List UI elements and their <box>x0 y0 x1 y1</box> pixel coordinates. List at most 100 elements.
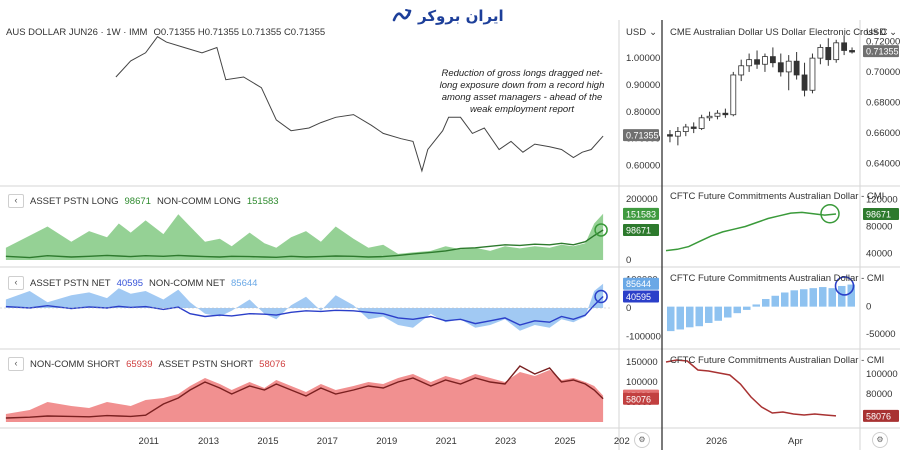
time-axis-label: 2015 <box>257 436 278 447</box>
long-cftc-title: CFTC Future Commitments Australian Dolla… <box>670 191 885 202</box>
net-cftc-bar <box>724 306 732 318</box>
settings-gear-icon[interactable]: ⚙ <box>872 432 888 448</box>
short_cftc-y-tick-label: 80000 <box>866 389 892 400</box>
chevron-down-icon: ⌄ <box>649 27 658 38</box>
collapse-chevron-icon[interactable]: ‹ <box>8 276 24 290</box>
candle-body <box>722 112 729 116</box>
long-line <box>5 229 604 259</box>
time-axis-label: 2021 <box>436 436 457 447</box>
candle-body <box>825 47 832 61</box>
time-axis-label: 2019 <box>376 436 397 447</box>
time-axis-label: 2023 <box>495 436 516 447</box>
net-badge-2: 40595 <box>626 292 651 302</box>
net-cftc-bar <box>733 306 741 314</box>
candle-body <box>706 115 713 119</box>
collapse-chevron-icon[interactable]: ‹ <box>8 194 24 208</box>
net-value-1: 40595 <box>116 277 144 289</box>
long-cftc-badge-bg <box>863 207 899 220</box>
net-badge-1: 85644 <box>626 279 651 289</box>
long-badge-1: 151583 <box>626 209 656 219</box>
candle-body <box>667 134 673 137</box>
net-cftc-badge: 40595 <box>866 280 891 290</box>
net-y-tick-label: 0 <box>626 303 631 314</box>
highlight-circle <box>820 204 840 224</box>
short-value-1: 65939 <box>126 358 153 370</box>
net-line <box>5 295 604 326</box>
net-cftc-bar <box>781 292 789 307</box>
candle-body <box>714 112 721 117</box>
time-axis-label: 2013 <box>198 436 219 447</box>
currency-select-right[interactable]: USD ⌄ <box>866 27 897 38</box>
candle-body <box>801 74 808 91</box>
price-y-tick-label: 1.00000 <box>626 53 660 64</box>
collapse-chevron-icon[interactable]: ‹ <box>8 357 24 371</box>
cme-header: CME Australian Dollar US Dollar Electron… <box>670 27 888 38</box>
cme-y-tick-label: 0.68000 <box>866 98 900 109</box>
net-cftc-y-tick-label: 0 <box>866 302 871 313</box>
net-cftc-title: CFTC Future Commitments Australian Dolla… <box>670 273 885 284</box>
brand-logo: ایران بروکر <box>392 3 504 29</box>
price-series-line <box>115 36 604 173</box>
net-label-2: NON-COMM NET <box>149 277 226 289</box>
candle-body <box>674 131 681 137</box>
long-value-2: 151583 <box>246 195 279 207</box>
short-cftc-title: CFTC Future Commitments Australian Dolla… <box>670 355 885 366</box>
net-cftc-bar <box>790 290 798 307</box>
settings-gear-icon[interactable]: ⚙ <box>634 432 650 448</box>
candle-body <box>730 74 737 116</box>
cme-last-value: 0.71355 <box>866 47 899 57</box>
brand-name: ایران بروکر <box>418 7 504 25</box>
candle-body <box>746 59 753 67</box>
time-axis-label: 2025 <box>554 436 575 447</box>
price-symbol: AUS DOLLAR JUN26 · 1W · IMM <box>6 27 148 38</box>
long-label-2: NON-COMM LONG <box>156 195 241 207</box>
net-legend: ‹ ASSET PSTN NET 40595 NON-COMM NET 8564… <box>8 276 257 290</box>
price-y-tick-label: 0.60000 <box>626 161 660 172</box>
short-y-tick-label: 100000 <box>626 377 658 388</box>
chevron-down-icon: ⌄ <box>889 27 898 38</box>
net-cftc-bar <box>838 285 846 307</box>
net-cftc-bar <box>676 306 684 330</box>
net-cftc-bar <box>771 295 779 307</box>
highlight-circle <box>834 276 855 296</box>
currency-select-left[interactable]: USD ⌄ <box>626 27 657 38</box>
cme-y-tick-label: 0.72000 <box>866 36 900 47</box>
time-axis-label: Apr <box>788 436 803 447</box>
cme-last-value-bg <box>863 45 899 58</box>
cme-y-tick-label: 0.70000 <box>866 67 900 78</box>
short-label-1: NON-COMM SHORT <box>30 358 121 370</box>
short-badge-2: 58076 <box>626 394 651 404</box>
net-cftc-bar <box>743 306 751 310</box>
price-header: AUS DOLLAR JUN26 · 1W · IMM O0.71355 H0.… <box>6 27 325 38</box>
net-y-tick-label: -100000 <box>626 331 661 342</box>
net-cftc-bar <box>828 288 836 307</box>
long-cftc-header: CFTC Future Commitments Australian Dolla… <box>670 191 884 202</box>
short-cftc-line <box>665 359 837 417</box>
highlight-circle <box>594 289 608 304</box>
chart-annotation: Reduction of gross longs dragged net-lon… <box>439 68 605 115</box>
net-cftc-bar <box>695 306 703 327</box>
price-ohlc: O0.71355 H0.71355 L0.71355 C0.71355 <box>153 27 326 38</box>
long-label-1: ASSET PSTN LONG <box>30 195 119 207</box>
currency-label: USD <box>866 27 887 38</box>
long-value-1: 98671 <box>124 195 151 207</box>
price-last-value-bg <box>623 129 659 142</box>
long_cftc-y-tick-label: 40000 <box>866 248 892 259</box>
time-axis-label: 2026 <box>706 436 727 447</box>
net-cftc-bar <box>819 287 827 307</box>
net-badge-2-bg <box>623 290 659 303</box>
net-cftc-bar <box>686 306 694 328</box>
net-badge-1-bg <box>623 277 659 290</box>
short-cftc-badge-bg <box>863 409 899 422</box>
cme-y-tick-label: 0.64000 <box>866 159 900 170</box>
long_cftc-y-tick-label: 80000 <box>866 222 892 233</box>
candle-body <box>849 50 855 53</box>
short-legend: ‹ NON-COMM SHORT 65939 ASSET PSTN SHORT … <box>8 357 286 371</box>
net-cftc-bar <box>809 288 817 307</box>
candle-body <box>738 65 745 76</box>
short_cftc-y-tick-label: 100000 <box>866 369 898 380</box>
net-cftc-bar <box>800 289 808 307</box>
net-area <box>5 283 604 331</box>
candle-body <box>769 56 776 64</box>
